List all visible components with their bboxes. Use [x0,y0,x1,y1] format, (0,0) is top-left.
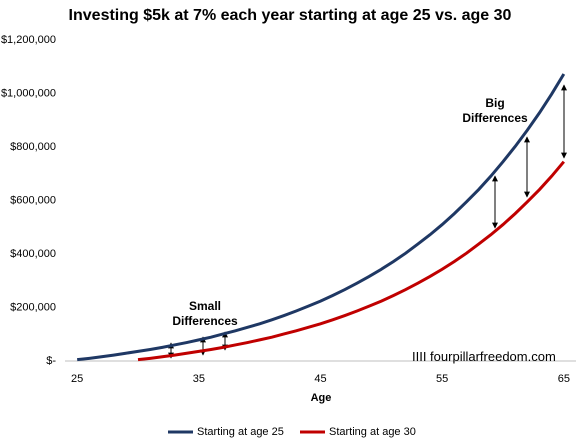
x-tick-label: 45 [314,373,326,385]
x-tick-label: 65 [558,373,570,385]
series-line [137,160,565,362]
legend-label: Starting at age 30 [329,426,416,438]
series-line [77,73,566,362]
y-tick-label: $600,000 [10,194,56,206]
annotation: Small Differences [172,299,238,328]
x-axis-label: Age [311,392,332,404]
x-tick-label: 55 [436,373,448,385]
y-tick-label: $1,000,000 [1,87,56,99]
x-tick-label: 35 [193,373,205,385]
x-tick-label: 25 [71,373,83,385]
y-tick-label: $200,000 [10,301,56,313]
chart-title: Investing $5k at 7% each year starting a… [69,7,512,24]
y-tick-label: $- [46,355,56,367]
y-tick-label: $800,000 [10,141,56,153]
annotation: Big Differences [462,96,528,125]
y-tick-label: $1,200,000 [1,34,56,46]
y-tick-label: $400,000 [10,248,56,260]
legend-label: Starting at age 25 [197,426,284,438]
watermark: IIII fourpillarfreedom.com [412,349,556,364]
